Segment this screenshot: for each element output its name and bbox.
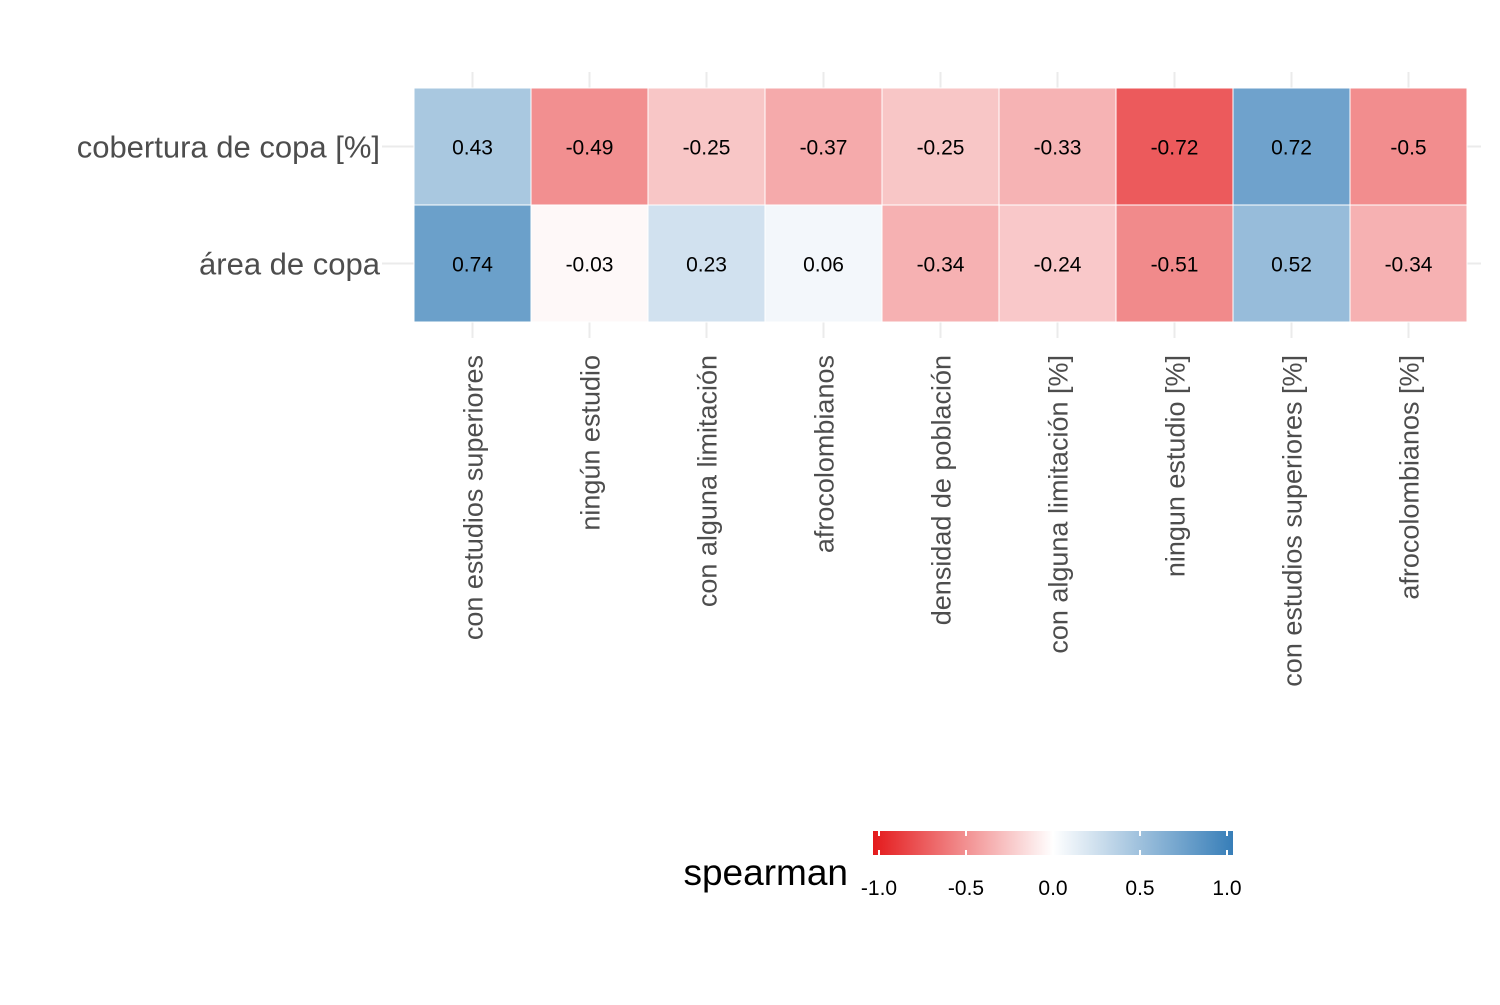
cell-value-label: -0.5 (1390, 137, 1426, 160)
cell-value-label: 0.43 (452, 137, 493, 160)
cell-value-label: 0.72 (1271, 137, 1312, 160)
heatmap-cell (1115, 204, 1234, 323)
heatmap-cell (1232, 204, 1351, 323)
heatmap-cell (881, 204, 1000, 323)
x-tick-label: con estudios superiores [%] (1278, 355, 1308, 687)
heatmap-cell (881, 87, 1000, 206)
heatmap-cell (647, 204, 766, 323)
legend-tick-label: 0.5 (1125, 877, 1154, 900)
cell-value-label: -0.33 (1034, 137, 1082, 160)
heatmap-cell (413, 87, 532, 206)
heatmap-cell (998, 87, 1117, 206)
x-axis-labels: con estudios superiores ningún estudio con… (459, 355, 1425, 687)
y-axis-labels: cobertura de copa [%] área de copa (77, 130, 381, 282)
legend-tick-label: -1.0 (861, 877, 897, 900)
heatmap-cell (998, 204, 1117, 323)
cell-value-label: -0.25 (917, 137, 965, 160)
cell-value-label: -0.03 (566, 254, 614, 277)
heatmap-cell (764, 87, 883, 206)
x-tick-label: ningún estudio (576, 355, 606, 531)
cell-value-label: -0.34 (1385, 254, 1433, 277)
cell-value-label: -0.37 (800, 137, 848, 160)
cell-value-label: -0.25 (683, 137, 731, 160)
x-tick-label: afrocolombianos (810, 355, 840, 553)
legend-tick-label: 1.0 (1212, 877, 1241, 900)
cell-value-label: -0.72 (1151, 137, 1199, 160)
cell-value-label: -0.24 (1034, 254, 1082, 277)
heatmap-cell (413, 204, 532, 323)
legend: spearman -1.0 -0.5 0.0 0.5 1.0 (683, 831, 1242, 900)
cell-value-label: -0.34 (917, 254, 965, 277)
x-tick-label: con alguna limitación (693, 355, 723, 607)
heatmap-cell (530, 87, 649, 206)
cell-value-label: 0.74 (452, 254, 493, 277)
cell-value-label: 0.23 (686, 254, 727, 277)
cell-value-label: 0.06 (803, 254, 844, 277)
legend-title: spearman (683, 852, 848, 893)
legend-tick-label: -0.5 (948, 877, 984, 900)
legend-tick-label: 0.0 (1038, 877, 1067, 900)
heatmap-cell (530, 204, 649, 323)
cell-value-label: -0.49 (566, 137, 614, 160)
heatmap-cell (1115, 87, 1234, 206)
y-tick-label: área de copa (199, 247, 381, 282)
cell-value-label: 0.52 (1271, 254, 1312, 277)
x-tick-label: afrocolombianos [%] (1395, 355, 1425, 600)
heatmap-cell (1349, 204, 1468, 323)
heatmap-cell (764, 204, 883, 323)
heatmap-cell (647, 87, 766, 206)
heatmap-cells: 0.43 -0.49 -0.25 -0.37 -0.25 -0.33 -0.72 0.72 -0… (413, 87, 1468, 323)
x-tick-label: densidad de población (927, 355, 957, 625)
heatmap-cell (1349, 87, 1468, 206)
x-tick-label: con alguna limitación [%] (1044, 355, 1074, 654)
x-tick-label: con estudios superiores (459, 355, 489, 640)
cell-value-label: -0.51 (1151, 254, 1199, 277)
x-tick-label: ningun estudio [%] (1161, 355, 1191, 577)
y-tick-label: cobertura de copa [%] (77, 130, 380, 165)
